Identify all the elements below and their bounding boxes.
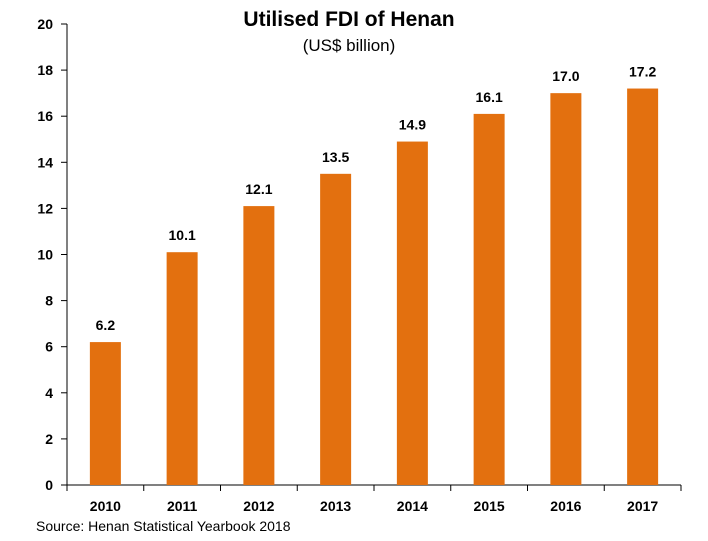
bar-2014 xyxy=(396,141,428,485)
data-label-2014: 14.9 xyxy=(399,117,426,133)
data-label-2016: 17.0 xyxy=(552,68,579,84)
bar-series xyxy=(89,88,659,486)
data-labels: 6.2 10.1 12.1 13.5 14.9 16.1 17.0 17.2 xyxy=(96,64,657,334)
y-tick-label: 16 xyxy=(37,108,53,124)
x-tick-label-2011: 2011 xyxy=(167,498,198,514)
data-label-2011: 10.1 xyxy=(169,227,196,243)
y-tick-label: 0 xyxy=(45,477,53,493)
y-tick-label: 4 xyxy=(45,385,53,401)
y-tick-label: 14 xyxy=(37,154,53,170)
chart-subtitle: (US$ billion) xyxy=(303,36,396,55)
data-label-2015: 16.1 xyxy=(476,89,503,105)
y-tick-label: 10 xyxy=(37,247,53,263)
data-label-2010: 6.2 xyxy=(96,317,116,333)
bar-2015 xyxy=(473,113,505,486)
y-tick-label: 2 xyxy=(45,431,53,447)
bar-2011 xyxy=(166,252,198,485)
x-tick-label-2015: 2015 xyxy=(474,498,505,514)
source-note: Source: Henan Statistical Yearbook 2018 xyxy=(36,518,291,534)
x-tick-label-2012: 2012 xyxy=(243,498,274,514)
data-label-2013: 13.5 xyxy=(322,149,349,165)
y-tick-label: 6 xyxy=(45,339,53,355)
chart-title: Utilised FDI of Henan xyxy=(243,8,454,31)
x-tick-label-2010: 2010 xyxy=(90,498,121,514)
bar-2013 xyxy=(320,173,352,485)
data-label-2012: 12.1 xyxy=(245,181,272,197)
x-tick-label-2016: 2016 xyxy=(550,498,581,514)
data-label-2017: 17.2 xyxy=(629,64,656,80)
bar-2010 xyxy=(89,342,121,485)
x-axis: 2010 2011 2012 2013 2014 2015 2016 2017 xyxy=(66,484,682,514)
bar-2017 xyxy=(627,88,659,485)
x-tick-label-2013: 2013 xyxy=(320,498,351,514)
x-tick-label-2017: 2017 xyxy=(627,498,658,514)
y-axis: 0 2 4 6 8 10 12 14 16 18 20 xyxy=(37,16,68,493)
x-tick-label-2014: 2014 xyxy=(397,498,428,514)
y-tick-label: 18 xyxy=(37,62,53,78)
y-tick-label: 12 xyxy=(37,200,53,216)
y-tick-label: 20 xyxy=(37,16,53,32)
bar-2016 xyxy=(550,93,582,486)
bar-2012 xyxy=(243,206,275,485)
y-tick-label: 8 xyxy=(45,293,53,309)
